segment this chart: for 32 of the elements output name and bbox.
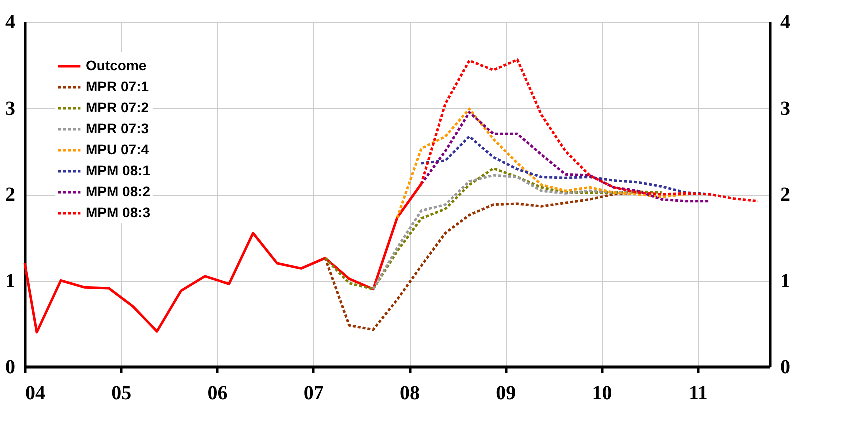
legend-label: MPR 07:2 xyxy=(86,100,150,116)
legend-label: MPU 07:4 xyxy=(86,142,150,158)
x-tick-label: 07 xyxy=(304,382,324,404)
x-tick-label: 11 xyxy=(688,382,708,404)
y2-tick-label: 4 xyxy=(780,12,790,34)
x-tick-label: 04 xyxy=(26,382,46,404)
x-tick-label: 08 xyxy=(400,382,420,404)
line-series xyxy=(420,135,712,196)
y-tick-label: 0 xyxy=(6,356,16,378)
x-tick-label: 06 xyxy=(208,382,228,404)
y-tick-label: 3 xyxy=(6,98,16,120)
legend-label: MPM 08:3 xyxy=(86,204,151,220)
legend-label: Outcome xyxy=(86,58,147,74)
line-series xyxy=(324,192,640,332)
line-series xyxy=(420,111,712,203)
y2-tick-label: 1 xyxy=(780,270,790,292)
legend-label: MPM 08:2 xyxy=(86,184,151,200)
legend-label: MPM 08:1 xyxy=(86,162,151,178)
y2-tick-label: 2 xyxy=(780,184,790,206)
line-series xyxy=(324,167,664,291)
line-series xyxy=(396,108,688,220)
y-tick-label: 2 xyxy=(6,184,16,206)
y-tick-label: 4 xyxy=(6,12,16,34)
x-tick-label: 09 xyxy=(496,382,516,404)
y-tick-label: 1 xyxy=(6,270,16,292)
x-tick-label: 10 xyxy=(592,382,612,404)
legend-label: MPR 07:1 xyxy=(86,78,150,94)
y2-tick-label: 0 xyxy=(780,356,790,378)
legend-label: MPR 07:3 xyxy=(86,120,150,136)
line-series xyxy=(372,174,640,291)
y2-tick-label: 3 xyxy=(780,98,790,120)
x-tick-label: 05 xyxy=(112,382,132,404)
